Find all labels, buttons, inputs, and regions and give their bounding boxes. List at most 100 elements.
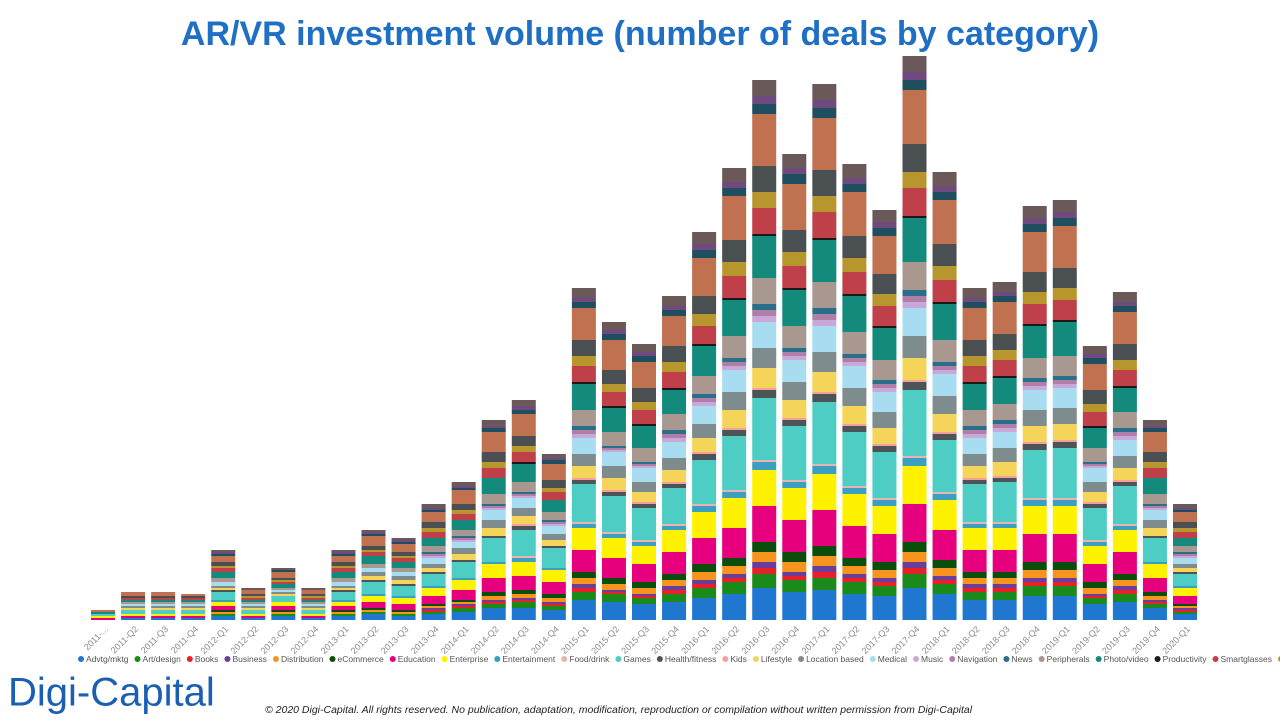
bar-segment (451, 580, 476, 590)
bar-segment (391, 598, 416, 604)
bar-segment (992, 572, 1017, 578)
bar-segment (571, 434, 596, 438)
bar-segment (421, 564, 446, 568)
bar-segment (632, 540, 656, 542)
bar-segment (752, 348, 777, 368)
bar-segment (782, 480, 807, 482)
bar-segment (872, 274, 897, 294)
bar-segment (481, 494, 506, 504)
bar-segment (211, 554, 236, 556)
bar-segment (451, 540, 476, 542)
bar-segment (992, 550, 1017, 572)
bar-segment (181, 600, 206, 602)
bar-segment (361, 564, 386, 568)
bar-segment (601, 590, 626, 592)
bar-segment (151, 614, 176, 616)
bar-segment (1022, 224, 1047, 232)
bar-segment (541, 526, 566, 534)
bar-segment (1052, 376, 1077, 380)
bar-segment (361, 582, 386, 594)
bar-segment (481, 432, 506, 452)
bar-segment (692, 398, 717, 402)
bar-segment (571, 356, 596, 366)
bar-segment (481, 608, 506, 620)
bar-segment (632, 604, 656, 620)
bar-segment (1082, 502, 1107, 504)
bar-segment (662, 388, 687, 390)
bar-segment (451, 562, 476, 578)
bar-segment (1052, 356, 1077, 376)
bar-segment (842, 488, 867, 494)
bar-segment (1173, 556, 1197, 558)
bar-segment (181, 596, 206, 598)
bar-segment (601, 492, 626, 496)
bar-segment (692, 580, 717, 584)
bar-segment (1082, 464, 1107, 466)
bar-segment (842, 192, 867, 236)
bar-segment (782, 552, 807, 562)
bar-segment (722, 566, 747, 574)
bar-segment (1022, 586, 1047, 596)
bar-segment (782, 592, 807, 620)
bar-segment (1082, 426, 1107, 428)
legend-label: Productivity (1163, 654, 1208, 664)
bar-segment (541, 464, 566, 480)
x-tick-label: 2018-Q4 (1010, 624, 1042, 656)
bar-segment (1082, 492, 1107, 502)
x-tick-label: 2017-Q2 (830, 624, 862, 656)
bar-segment (301, 594, 326, 596)
bar-segment (331, 600, 356, 602)
bar-segment (752, 278, 777, 304)
legend-label: Lifestyle (761, 654, 792, 664)
bar-segment (91, 616, 115, 618)
bar-segment (902, 380, 927, 382)
bar-segment (391, 586, 416, 596)
bar-segment (812, 100, 837, 108)
bar-segment (1112, 552, 1137, 574)
bar-segment (421, 568, 446, 572)
bar-segment (511, 524, 536, 526)
bar-segment (421, 558, 446, 564)
bar-segment (511, 482, 536, 492)
bar-segment (752, 470, 777, 506)
bar-segment (361, 576, 386, 580)
bar-segment (812, 308, 837, 314)
x-tick-label: 2015-Q3 (619, 624, 651, 656)
bar-segment (1022, 218, 1047, 224)
bar-segment (541, 604, 566, 606)
bar-segment (782, 266, 807, 288)
bar-segment (872, 228, 897, 236)
legend-label: eCommerce (337, 654, 384, 664)
bar-segment (181, 604, 206, 606)
bar-segment (722, 558, 747, 566)
x-tick-label: 2019-Q2 (1070, 624, 1102, 656)
bar-segment (752, 166, 777, 192)
bar-segment (451, 554, 476, 560)
bar-segment (151, 616, 176, 618)
bar-segment (902, 568, 927, 574)
legend-swatch (1154, 656, 1161, 662)
bar-segment (1022, 292, 1047, 304)
bar-segment (932, 340, 957, 362)
bar-segment (391, 540, 416, 542)
legend-label: Medical (878, 654, 907, 664)
bar-segment (782, 576, 807, 580)
bar-segment (842, 424, 867, 426)
x-tick-label: 2019-Q1 (1040, 624, 1072, 656)
bar-segment (902, 216, 927, 218)
bar-segment (481, 564, 506, 578)
bar-segment (692, 454, 717, 460)
bar-segment (481, 428, 506, 432)
bar-segment (842, 406, 867, 424)
bar-segment (842, 236, 867, 258)
bar-segment (511, 436, 536, 446)
bar-segment (271, 594, 296, 596)
bar-segment (451, 590, 476, 600)
bar-segment (541, 548, 566, 568)
bar-segment (421, 528, 446, 532)
bar-segment (1082, 596, 1107, 598)
bar-segment (962, 578, 987, 584)
bar-segment (601, 592, 626, 594)
bar-segment (752, 388, 777, 390)
bar-segment (752, 562, 777, 568)
